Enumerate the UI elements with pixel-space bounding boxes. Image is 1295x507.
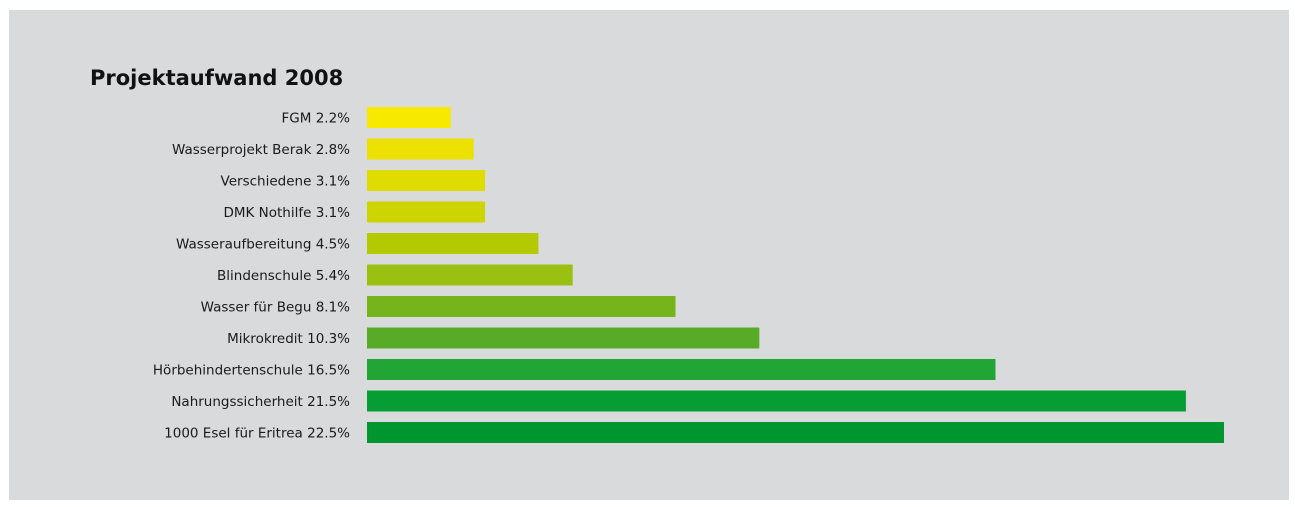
category-label: FGM	[282, 111, 316, 127]
chart-title: Projektaufwand 2008	[90, 66, 344, 90]
category-label: Hörbehindertenschule	[153, 363, 307, 379]
category-label: Wasserprojekt Berak	[172, 142, 316, 158]
bar	[367, 201, 486, 223]
bar	[367, 390, 1186, 412]
bar-label: DMK Nothilfe 3.1%	[223, 205, 350, 221]
bar	[367, 296, 676, 317]
value-label: 3.1%	[316, 174, 350, 190]
category-label: Wasser für Begu	[201, 300, 316, 316]
bar	[367, 233, 539, 254]
category-label: Blindenschule	[217, 268, 316, 284]
category-label: Mikrokredit	[227, 331, 307, 347]
value-label: 22.5%	[307, 426, 350, 442]
bar-label: Wasserprojekt Berak 2.8%	[172, 142, 350, 158]
value-label: 2.2%	[316, 111, 350, 127]
value-label: 5.4%	[316, 268, 350, 284]
bar	[367, 422, 1224, 443]
category-label: DMK Nothilfe	[223, 205, 315, 221]
bar-label: Nahrungssicherheit 21.5%	[171, 394, 350, 410]
value-label: 10.3%	[307, 331, 350, 347]
bar-label: Wasseraufbereitung 4.5%	[176, 237, 350, 253]
bar	[367, 327, 760, 349]
bar-label: Wasser für Begu 8.1%	[201, 300, 351, 316]
bar	[367, 170, 486, 191]
bar-label: Verschiedene 3.1%	[221, 174, 351, 190]
bar-label: FGM 2.2%	[282, 111, 351, 127]
bar-label: Blindenschule 5.4%	[217, 268, 350, 284]
bar-label: 1000 Esel für Eritrea 22.5%	[164, 426, 350, 442]
bar	[367, 107, 451, 128]
value-label: 8.1%	[316, 300, 350, 316]
bar	[367, 264, 573, 286]
category-label: Nahrungssicherheit	[171, 394, 307, 410]
value-label: 3.1%	[316, 205, 350, 221]
category-label: Wasseraufbereitung	[176, 237, 316, 253]
category-label: 1000 Esel für Eritrea	[164, 426, 307, 442]
value-label: 2.8%	[316, 142, 350, 158]
bar	[367, 359, 996, 380]
value-label: 16.5%	[307, 363, 350, 379]
value-label: 4.5%	[316, 237, 350, 253]
category-label: Verschiedene	[221, 174, 316, 190]
bar-label: Mikrokredit 10.3%	[227, 331, 350, 347]
bar	[367, 138, 474, 160]
bar-label: Hörbehindertenschule 16.5%	[153, 363, 350, 379]
value-label: 21.5%	[307, 394, 350, 410]
chart-panel	[9, 10, 1289, 500]
